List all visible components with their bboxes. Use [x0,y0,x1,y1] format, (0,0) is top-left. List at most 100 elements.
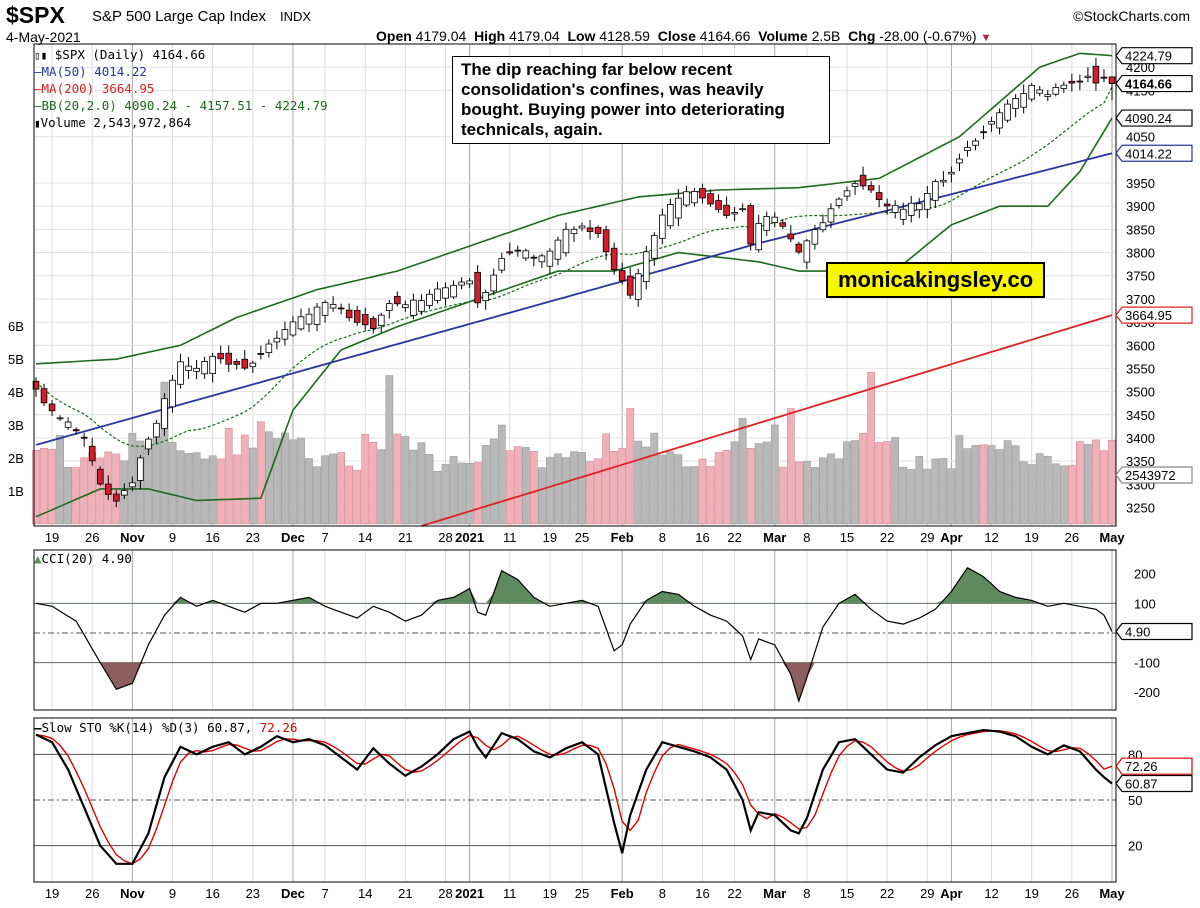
candle-body [1060,84,1068,89]
cci-panel [34,567,1116,704]
x-tick-label: Nov [120,530,145,545]
candle-body [996,112,1003,129]
x-tick-label: 7 [321,530,328,545]
stockcharts-credit: ©StockCharts.com [1073,8,1190,24]
x-tick-label-bottom: 19 [543,886,557,901]
volume-bar [562,457,570,525]
sto-value-tag: 60.87 [1125,776,1158,791]
candle-body [233,361,241,365]
candle-body [707,193,714,205]
candle-body [337,307,345,310]
candle-body [273,337,281,343]
legend-sto-d: 72.26 [259,720,298,735]
volume-bar [1019,461,1028,525]
volume-bar [240,434,249,525]
volume-bar [754,443,763,525]
volume-bar [40,448,48,525]
legend-bb: —BB(20,2.0) 4090.24 - 4157.51 - 4224.79 [34,98,328,113]
price-tag-box [1115,109,1193,127]
volume-bar [144,444,153,525]
x-tick-label-bottom: 23 [246,886,260,901]
open-label: Open [376,28,412,44]
cci-value-tag-box [1115,622,1193,641]
volume-bar [449,456,458,525]
volume-bar [224,428,233,525]
x-tick-label-bottom: Apr [940,886,962,901]
volume-bar [184,453,193,525]
volume-bar [803,461,811,525]
candle-body [699,188,706,199]
volume-bar [891,437,900,525]
volume-bar [505,450,514,525]
candle-body [345,309,353,319]
x-tick-label: 25 [575,530,589,545]
ma200-line [421,314,1113,527]
volume-bar [1108,439,1116,525]
candle-body [530,256,538,259]
candle-body [177,361,184,385]
candle-body [875,192,883,201]
x-tick-label-bottom: 11 [503,886,517,901]
candle-body [490,274,497,292]
volume-bar [907,469,916,525]
sto-value-tag-box [1115,757,1193,775]
x-tick-label: 9 [169,530,176,545]
price-tag-box [1115,74,1193,93]
candle-body [96,468,104,485]
legend-ma200: —MA(200) 3664.95 [34,81,154,96]
y-tick-label: 4050 [1126,130,1155,145]
volume-bar [48,448,56,525]
x-tick-label: 26 [85,530,99,545]
volume-bar [794,461,803,525]
candle-body [562,228,570,254]
volume-bar [337,452,345,525]
volume-bar [248,447,257,525]
candle-body [369,318,377,329]
x-tick-label-bottom: 19 [45,886,59,901]
index-name: S&P 500 Large Cap Index [92,8,267,25]
candle-body [948,171,955,175]
exchange-label: INDX [280,9,312,24]
volume-bar [256,421,265,525]
volume-bar [546,457,554,525]
bollinger-bands [35,52,1113,518]
y-tick-label: 3550 [1126,361,1155,376]
bb-middle-line [35,86,1113,448]
volume-bar [610,451,619,525]
volume-bar [168,441,177,525]
candle-body [819,222,827,231]
candle-body [691,191,698,204]
candle-body [1020,93,1027,108]
cci-positive-area [36,567,1112,604]
candle-body [795,243,803,253]
volume-bar [192,452,201,525]
x-tick-label: 11 [503,530,517,545]
x-tick-label-bottom: 8 [659,886,666,901]
volume-bar [425,454,434,525]
price-candles [32,58,1116,508]
x-tick-label: 29 [920,530,934,545]
volume-bar [786,408,795,525]
x-tick-label-bottom: 19 [1024,886,1038,901]
close-value: 4164.66 [699,28,751,44]
price-tag-box [1115,306,1193,324]
candle-body [80,436,88,439]
volume-bar [706,466,715,525]
volume-bar [746,448,755,525]
volume-bar [345,465,354,525]
candle-body [667,204,674,227]
quote-summary: Open 4179.04 High 4179.04 Low 4128.59 Cl… [376,28,991,44]
volume-bar [714,452,723,525]
candle-body [851,183,859,187]
candle-body [257,353,265,355]
candle-body [402,304,409,308]
volume-bar [642,446,651,525]
volume-bar [811,467,819,525]
sto-k-line [35,728,1113,865]
x-tick-label-bottom: 21 [398,886,412,901]
volume-bar [305,458,313,525]
x-tick-label: 8 [803,530,810,545]
volume-tick-label: 6B [8,319,24,334]
low-value: 4128.59 [599,28,650,44]
